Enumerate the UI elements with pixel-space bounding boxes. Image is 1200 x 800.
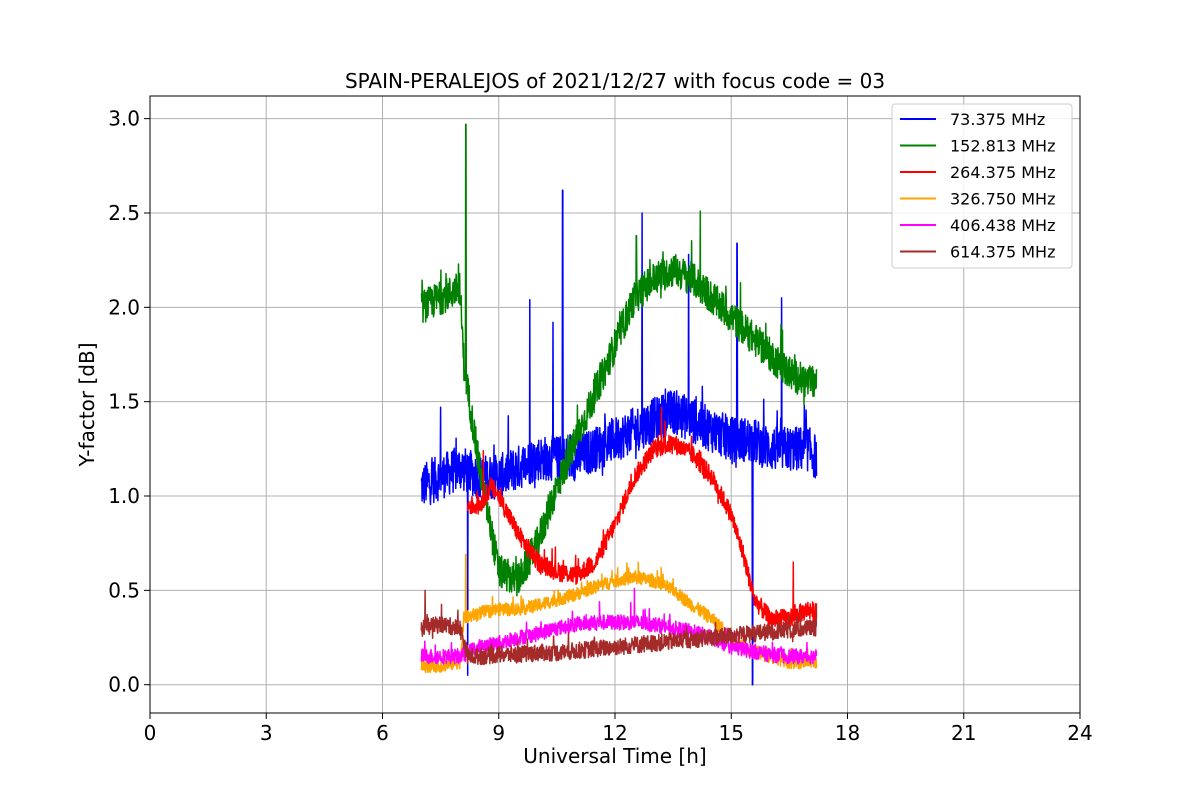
legend: 73.375 MHz 152.813 MHz 264.375 MHz 326.750 … — [891, 103, 1073, 269]
legend-box — [891, 103, 1073, 269]
x-tick-label: 0 — [144, 721, 157, 745]
legend-label: 326.750 MHz — [950, 190, 1055, 209]
y-tick-label: 2.0 — [108, 295, 140, 319]
series-line-5 — [420, 589, 818, 666]
x-axis-title: Universal Time [h] — [523, 744, 706, 768]
x-tick-label: 12 — [602, 721, 627, 745]
x-tick-label: 15 — [719, 721, 744, 745]
legend-label: 73.375 MHz — [950, 110, 1045, 129]
x-tick-label: 24 — [1067, 721, 1092, 745]
legend-label: 614.375 MHz — [950, 243, 1055, 262]
x-tick-label: 3 — [260, 721, 273, 745]
series-layer — [420, 123, 818, 686]
y-tick-label: 0.0 — [108, 673, 140, 697]
x-tick-label: 21 — [951, 721, 976, 745]
legend-label: 264.375 MHz — [950, 163, 1055, 182]
x-axis: 0 3 6 9 12 15 18 21 24 — [144, 713, 1093, 745]
x-tick-label: 9 — [492, 721, 505, 745]
y-tick-label: 1.5 — [108, 390, 140, 414]
x-tick-label: 6 — [376, 721, 389, 745]
series-line-4 — [420, 587, 818, 665]
series-line-1 — [420, 123, 818, 597]
x-tick-label: 18 — [835, 721, 860, 745]
legend-label: 152.813 MHz — [950, 137, 1055, 156]
grid-lines — [149, 96, 1081, 713]
chart-title: SPAIN-PERALEJOS of 2021/12/27 with focus… — [345, 69, 885, 93]
y-axis: 0.0 0.5 1.0 1.5 2.0 2.5 3.0 — [108, 107, 150, 697]
series-line-2 — [466, 406, 818, 633]
y-tick-label: 0.5 — [108, 578, 140, 602]
y-axis-title: Y-factor [dB] — [75, 342, 99, 467]
y-tick-label: 3.0 — [108, 107, 140, 131]
y-tick-label: 1.0 — [108, 484, 140, 508]
legend-label: 406.438 MHz — [950, 216, 1055, 235]
y-tick-label: 2.5 — [108, 201, 140, 225]
